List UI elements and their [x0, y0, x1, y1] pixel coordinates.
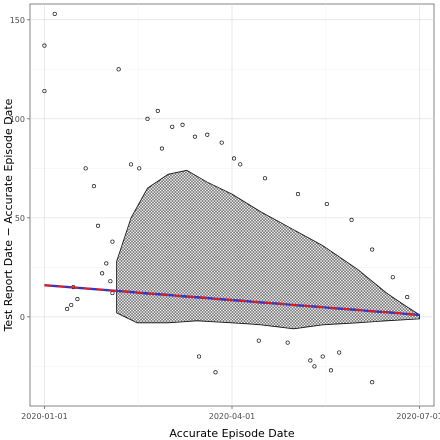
- y-axis-title: Test Report Date − Accurate Episode Date: [2, 98, 15, 332]
- point-cloud-band: [116, 169, 421, 330]
- trend-line-dashed: [44, 284, 420, 316]
- x-axis-title: Accurate Episode Date: [169, 427, 294, 440]
- data-point: [159, 146, 164, 151]
- data-point: [100, 271, 105, 276]
- y-tick-label: 0: [20, 313, 25, 322]
- data-point: [256, 338, 261, 343]
- data-point: [192, 134, 197, 139]
- data-point: [262, 176, 268, 181]
- y-tick-label: 100: [10, 115, 25, 124]
- data-point: [108, 279, 113, 284]
- data-point: [116, 67, 121, 72]
- data-point: [104, 261, 109, 266]
- data-point: [65, 306, 70, 312]
- data-point: [69, 302, 74, 308]
- data-point: [370, 247, 375, 252]
- y-tick-label: 50: [15, 214, 25, 223]
- data-point: [370, 380, 375, 385]
- x-tick-label: 2020-01-01: [21, 412, 68, 421]
- x-tick-label: 2020-04-01: [209, 412, 256, 421]
- data-point: [337, 350, 342, 355]
- data-point: [91, 184, 96, 189]
- data-point: [324, 201, 329, 207]
- data-point: [312, 364, 317, 369]
- data-point: [219, 140, 224, 145]
- data-point: [128, 162, 134, 167]
- data-point: [328, 368, 333, 373]
- x-tick-label: 2020-07-01: [396, 412, 440, 421]
- data-point: [308, 358, 313, 363]
- data-points: [42, 11, 410, 385]
- data-point: [295, 192, 301, 197]
- data-point: [349, 217, 354, 222]
- data-point: [170, 124, 175, 129]
- data-point: [238, 162, 243, 167]
- data-point: [405, 295, 410, 300]
- y-tick-label: 150: [10, 16, 25, 25]
- data-point: [232, 156, 237, 161]
- point-cloud: [116, 169, 421, 330]
- data-point: [52, 11, 57, 16]
- data-point: [75, 297, 80, 302]
- data-point: [95, 223, 101, 228]
- trend-lines: [44, 284, 420, 317]
- data-point: [196, 354, 202, 359]
- data-point: [110, 239, 115, 244]
- data-point: [42, 43, 47, 48]
- data-point: [390, 275, 395, 280]
- data-point: [155, 108, 160, 113]
- data-point: [213, 370, 218, 375]
- tick-labels: 0 50 100 150 2020-01-01 2020-04-01 2020-07-01: [10, 16, 440, 421]
- data-point: [320, 354, 325, 359]
- data-point: [285, 340, 290, 345]
- data-point: [83, 166, 88, 171]
- data-point: [145, 116, 150, 121]
- data-point: [42, 89, 47, 94]
- data-point: [180, 122, 185, 127]
- data-point: [137, 166, 142, 171]
- data-point: [205, 132, 210, 137]
